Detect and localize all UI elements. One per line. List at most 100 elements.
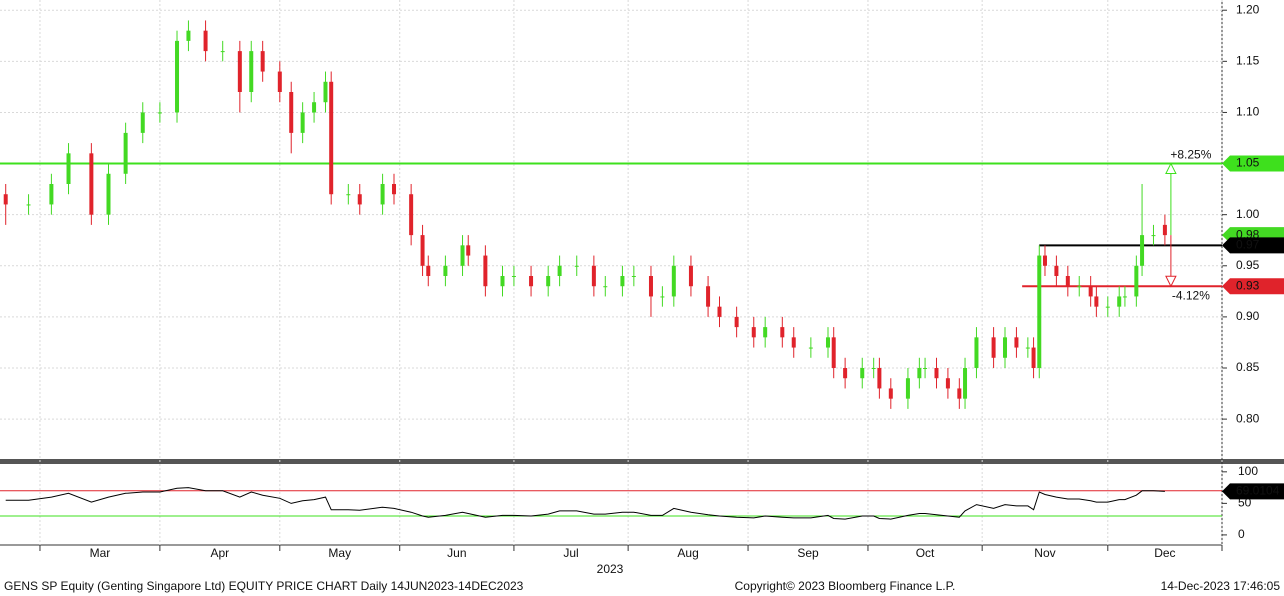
candle-body [511, 276, 516, 277]
candle-body [620, 276, 625, 287]
x-tick-label: Jul [563, 546, 578, 560]
candle-body [905, 378, 910, 399]
candle-body [409, 194, 414, 236]
y-tick-label: 0.80 [1236, 411, 1260, 425]
candle-body [26, 204, 31, 206]
arrow-head [1165, 275, 1177, 288]
candle-body [888, 388, 893, 399]
candle-body [346, 194, 351, 196]
candle-body [923, 368, 928, 369]
y-tick-label: 1.10 [1236, 105, 1260, 119]
year-label: 2023 [597, 562, 624, 576]
candle-body [220, 51, 225, 53]
candle-body [1151, 235, 1156, 237]
candle-body [529, 276, 534, 287]
candle-body [706, 286, 711, 307]
candle-body [957, 388, 962, 399]
candle-body [963, 368, 968, 399]
candle-body [843, 368, 848, 379]
x-tick-label: Sep [797, 546, 819, 560]
candle-body [357, 194, 362, 205]
footer-center: Copyright© 2023 Bloomberg Finance L.P. [735, 579, 956, 593]
candle-body [648, 276, 653, 297]
candle-body [991, 337, 996, 358]
change-label: +8.25% [1170, 148, 1211, 162]
candle-body [808, 347, 813, 349]
candle-body [277, 71, 282, 92]
candle-body [1054, 265, 1059, 276]
candle-body [557, 265, 562, 276]
candle-body [237, 51, 242, 92]
x-tick-label: May [328, 546, 351, 560]
candle-body [1140, 235, 1145, 266]
candle-body [717, 306, 722, 317]
candle-body [574, 265, 579, 267]
candle-body [1031, 347, 1036, 368]
candle-body [426, 265, 431, 276]
price-box-label: 1.05 [1236, 156, 1260, 170]
panel-divider [0, 459, 1284, 464]
candle-body [831, 337, 836, 368]
candle-body [860, 368, 865, 379]
candle-body [380, 184, 385, 205]
candle-body [186, 30, 191, 41]
x-tick-label: Oct [916, 546, 935, 560]
candle-body [260, 51, 265, 72]
candle-body [140, 112, 145, 133]
candle-body [1025, 347, 1030, 349]
candle-body [483, 255, 488, 287]
candle-body [500, 276, 505, 287]
candle-body [631, 276, 636, 277]
candle-body [466, 245, 471, 256]
candle-body [763, 327, 768, 338]
candle-body [780, 327, 785, 338]
candle-body [1162, 224, 1167, 236]
candle-body [175, 40, 180, 113]
candle-body [974, 337, 979, 368]
candle-body [1037, 255, 1042, 368]
change-label: -4.12% [1172, 288, 1210, 302]
candle-body [3, 194, 8, 205]
y-tick-label: 1.20 [1236, 2, 1260, 16]
x-tick-label: Mar [90, 546, 111, 560]
y-tick-label: 1.00 [1236, 207, 1260, 221]
candle-body [603, 286, 608, 288]
x-tick-label: Jun [447, 546, 466, 560]
x-tick-label: Apr [211, 546, 230, 560]
y-tick-label: 1.15 [1236, 54, 1260, 68]
candle-body [1077, 286, 1082, 288]
candle-body [751, 327, 756, 338]
candle-body [660, 296, 665, 298]
candle-body [591, 265, 596, 287]
candle-body [688, 265, 693, 287]
candle-body [323, 81, 328, 103]
candle-body [123, 132, 128, 174]
candle-body [289, 92, 294, 133]
candle-body [300, 112, 305, 133]
candle-body [249, 51, 254, 92]
rsi-box-label: 69.0104 [1236, 484, 1280, 498]
candle-body [1134, 265, 1139, 297]
x-tick-label: Dec [1154, 546, 1175, 560]
price-box [1222, 155, 1284, 172]
candle-body [392, 184, 397, 195]
x-tick-label: Nov [1034, 546, 1055, 560]
candle-body [671, 265, 676, 297]
candle-body [1088, 286, 1093, 297]
y-tick-label: 0.95 [1236, 258, 1260, 272]
candle-body [420, 235, 425, 266]
candle-body [1117, 296, 1122, 307]
candle-body [443, 265, 448, 276]
candle-body [1042, 255, 1047, 266]
candle-body [460, 245, 465, 266]
candle-body [825, 337, 830, 348]
candle-body [89, 153, 94, 215]
price-box [1222, 237, 1284, 254]
candle-body [1105, 306, 1110, 308]
candle-body [791, 337, 796, 348]
arrow-head [1165, 162, 1177, 175]
candle-body [106, 173, 111, 215]
candle-body [546, 276, 551, 287]
candle-body [312, 102, 317, 113]
candle-body [945, 378, 950, 389]
